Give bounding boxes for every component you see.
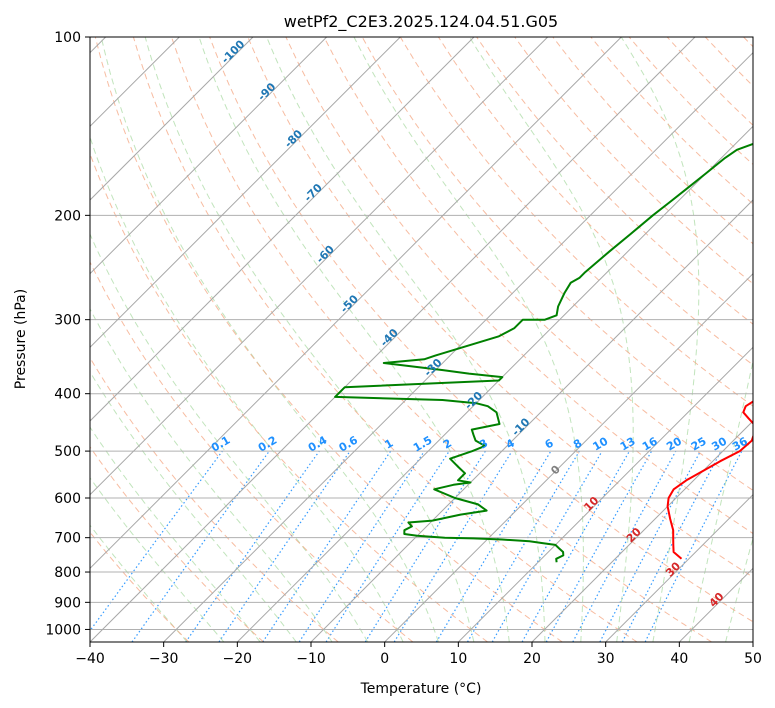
moist-adiabat-line (198, 37, 510, 642)
mixing-ratio-line (218, 450, 351, 642)
y-axis-title: Pressure (hPa) (13, 289, 29, 389)
y-tick-label: 200 (54, 208, 81, 224)
moist-adiabat-line (100, 37, 439, 642)
x-tick-label: −40 (75, 651, 105, 667)
x-tick-label: 0 (380, 651, 389, 667)
moist-adiabat-line (469, 37, 634, 642)
isotherm-line (90, 37, 549, 496)
profile-line (334, 142, 753, 563)
isotherm-line (90, 37, 254, 201)
moist-adiabat-line (90, 524, 188, 642)
mixing-ratio-line (131, 450, 270, 642)
moist-adiabat-line (620, 37, 700, 642)
moist-adiabat-line (90, 370, 297, 642)
mixing-ratio-line (572, 450, 677, 642)
dry-adiabat-line (90, 356, 339, 642)
moist-adiabat-line (353, 37, 584, 642)
moist-adiabat-line (90, 476, 225, 642)
isotherm-line (90, 37, 475, 422)
isotherm-line (457, 346, 753, 642)
mixing-ratio-line (521, 450, 631, 642)
isotherm-line (236, 125, 753, 642)
moist-adiabat-line (90, 308, 333, 642)
mixing-ratio-line (298, 450, 425, 642)
y-tick-label: 400 (54, 387, 81, 403)
dry-adiabats (90, 37, 753, 642)
x-tick-label: −20 (223, 651, 253, 667)
isotherm-line (163, 51, 753, 642)
mixing-ratio-line (262, 450, 392, 642)
y-tick-label: 800 (54, 565, 81, 581)
mixing-ratio-line (393, 450, 513, 642)
isotherm-line (310, 199, 753, 642)
plot-frame (89, 36, 754, 643)
chart-title: wetPf2_C2E3.2025.124.04.51.G05 (284, 12, 558, 32)
isotherm-line (90, 37, 401, 349)
x-tick-label: 20 (523, 651, 541, 667)
mixing-ratio-line (90, 450, 223, 632)
x-tick-label: 50 (744, 651, 762, 667)
y-tick-label: 600 (54, 491, 81, 507)
mixing-ratio-line (185, 450, 320, 642)
dry-adiabat-line (514, 37, 753, 285)
x-tick-label: 10 (449, 651, 467, 667)
mixing-ratio-line (545, 450, 653, 642)
moist-adiabat-line (266, 37, 546, 642)
x-axis-title: Temperature (°C) (360, 681, 482, 697)
isotherm-line (531, 420, 753, 642)
mixing-ratio-line (644, 450, 743, 642)
skewed-isotherms (90, 37, 753, 642)
x-tick-label: −10 (296, 651, 326, 667)
moist-adiabats (90, 37, 753, 642)
dry-adiabat-line (171, 37, 712, 642)
profile-line (666, 400, 753, 560)
mixing-ratio-line (325, 450, 450, 642)
dry-adiabat-line (94, 37, 563, 642)
mixing-ratio-lines (90, 450, 743, 642)
isotherm-line (605, 493, 753, 642)
y-tick-label: 100 (54, 30, 81, 46)
moist-adiabat-line (90, 426, 261, 642)
moist-adiabat-line (90, 232, 369, 642)
x-tick-label: −30 (149, 651, 179, 667)
dry-adiabat-line (247, 37, 753, 578)
axes: −40 −30 −20 −10 0 10 20 30 40 50 100 200 300 400 500 60… (45, 30, 762, 667)
x-tick-label: 30 (597, 651, 615, 667)
y-tick-label: 1000 (45, 622, 81, 638)
dry-adiabat-line (285, 37, 753, 535)
y-tick-label: 700 (54, 531, 81, 547)
y-tick-label: 300 (54, 313, 81, 329)
moist-adiabat-line (144, 37, 475, 642)
dry-adiabat-line (323, 37, 753, 491)
dry-adiabat-line (209, 37, 753, 623)
isotherm-line (90, 37, 622, 570)
moist-adiabat-line (725, 536, 753, 642)
isotherm-line (384, 272, 753, 642)
x-tick-label: 40 (670, 651, 688, 667)
dry-adiabat-line (132, 37, 638, 642)
plot-area: -100-90-80-70-60-50-40-30-20-100.1 0.2 0.4… (90, 37, 753, 642)
dry-adiabat-line (90, 446, 264, 642)
isotherm-line (90, 37, 328, 275)
dry-adiabat-line (476, 37, 753, 325)
y-tick-label: 900 (54, 595, 81, 611)
dry-adiabat-line (90, 260, 414, 642)
pressure-gridlines (90, 37, 753, 630)
isotherm-line (90, 37, 696, 642)
y-tick-label: 500 (54, 444, 81, 460)
profile-series (334, 142, 753, 563)
